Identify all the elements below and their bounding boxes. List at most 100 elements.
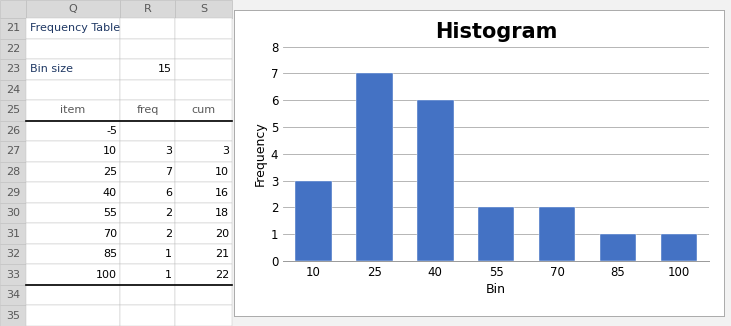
Bar [0, 162, 26, 182]
Bar [0, 182, 26, 203]
Bar [26, 203, 120, 223]
Bar [0, 203, 26, 223]
Text: 1: 1 [165, 270, 172, 280]
Bar [120, 203, 175, 223]
Bar [26, 264, 120, 285]
Bar [26, 162, 120, 182]
Text: 22: 22 [6, 44, 20, 54]
Bar [0, 80, 26, 100]
Bar [0, 100, 26, 121]
Text: -5: -5 [106, 126, 117, 136]
Bar [356, 73, 393, 261]
Bar [120, 100, 175, 121]
Bar [0, 305, 26, 326]
Text: 7: 7 [165, 167, 172, 177]
Text: 30: 30 [6, 208, 20, 218]
Text: 25: 25 [103, 167, 117, 177]
Bar [175, 162, 232, 182]
Text: 24: 24 [6, 85, 20, 95]
Text: item: item [61, 105, 86, 115]
Y-axis label: Frequency: Frequency [254, 122, 267, 186]
Text: 70: 70 [103, 229, 117, 239]
Bar [175, 59, 232, 80]
Bar [26, 223, 120, 244]
Text: 31: 31 [6, 229, 20, 239]
Bar [26, 80, 120, 100]
Text: R: R [143, 4, 151, 14]
Bar [120, 0, 175, 18]
Bar [0, 59, 26, 80]
Text: freq: freq [136, 105, 159, 115]
Bar [120, 80, 175, 100]
Text: 40: 40 [103, 187, 117, 198]
Text: 35: 35 [6, 311, 20, 321]
Bar [120, 182, 175, 203]
Bar [0, 141, 26, 162]
Text: 28: 28 [6, 167, 20, 177]
Bar [26, 182, 120, 203]
Text: 33: 33 [6, 270, 20, 280]
Text: 22: 22 [215, 270, 229, 280]
Bar [120, 141, 175, 162]
Bar [0, 121, 26, 141]
Bar [120, 264, 175, 285]
Bar [478, 207, 515, 261]
Bar [0, 264, 26, 285]
Text: Q: Q [69, 4, 77, 14]
Bar [0, 18, 26, 38]
Bar [26, 100, 120, 121]
Text: 2: 2 [165, 208, 172, 218]
Bar [120, 59, 175, 80]
Bar [175, 182, 232, 203]
Bar [26, 141, 120, 162]
Text: 3: 3 [165, 146, 172, 156]
Bar [120, 38, 175, 59]
Bar [175, 305, 232, 326]
Bar [120, 285, 175, 305]
Text: 27: 27 [6, 146, 20, 156]
Bar [26, 0, 120, 18]
Bar [599, 234, 636, 261]
Bar [26, 305, 120, 326]
Bar [120, 162, 175, 182]
Bar [0, 285, 26, 305]
Text: 29: 29 [6, 187, 20, 198]
Text: 25: 25 [6, 105, 20, 115]
Bar [175, 244, 232, 264]
Text: 85: 85 [103, 249, 117, 259]
Text: 21: 21 [215, 249, 229, 259]
Bar [120, 121, 175, 141]
Bar [295, 181, 332, 261]
Bar [26, 244, 120, 264]
Text: cum: cum [192, 105, 216, 115]
Bar [175, 141, 232, 162]
Text: 100: 100 [96, 270, 117, 280]
Bar [26, 121, 120, 141]
Text: Bin size: Bin size [30, 64, 73, 74]
Bar [539, 207, 575, 261]
Bar [120, 18, 175, 38]
Bar [0, 0, 26, 18]
Bar [0, 38, 26, 59]
Bar [0, 244, 26, 264]
Text: 32: 32 [6, 249, 20, 259]
Bar [120, 305, 175, 326]
Bar [417, 100, 453, 261]
Text: 1: 1 [165, 249, 172, 259]
Bar [26, 285, 120, 305]
X-axis label: Bin: Bin [486, 283, 506, 296]
Bar [26, 59, 120, 80]
Text: 34: 34 [6, 290, 20, 300]
Text: S: S [200, 4, 207, 14]
Bar [175, 0, 232, 18]
Text: 23: 23 [6, 64, 20, 74]
Text: 3: 3 [222, 146, 229, 156]
Text: 20: 20 [215, 229, 229, 239]
Bar [661, 234, 697, 261]
Bar [175, 121, 232, 141]
Text: 15: 15 [158, 64, 172, 74]
Text: 6: 6 [165, 187, 172, 198]
Text: Frequency Table: Frequency Table [30, 23, 120, 33]
Bar [175, 100, 232, 121]
Bar [26, 38, 120, 59]
